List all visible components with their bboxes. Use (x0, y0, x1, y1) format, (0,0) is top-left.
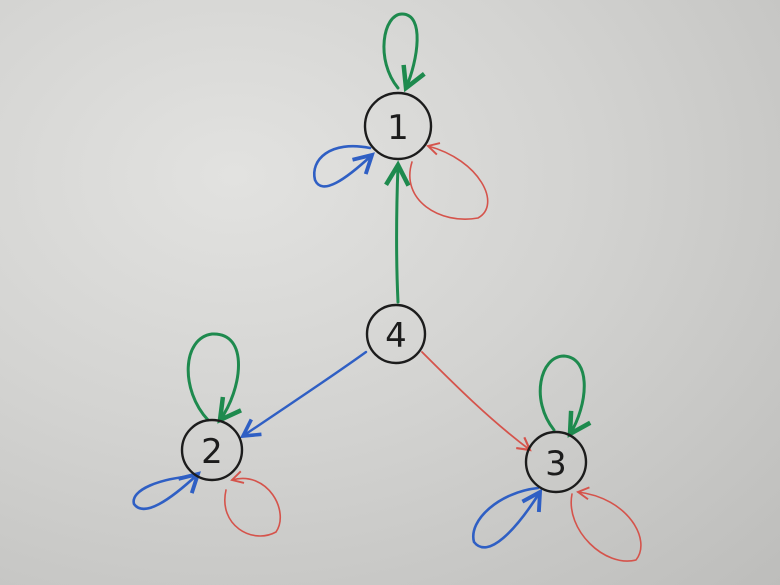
node-1-label: 1 (387, 108, 409, 148)
node-3-label: 3 (545, 444, 567, 484)
node-4: 4 (365, 303, 427, 365)
node-4-label: 4 (385, 316, 407, 356)
self-loop-1-green (382, 12, 417, 88)
edge-4-to-1-green (397, 165, 399, 304)
node-2-label: 2 (201, 432, 223, 472)
node-2: 2 (180, 418, 244, 482)
self-loop-2-red (224, 470, 281, 537)
self-loop-2-green (186, 332, 238, 420)
self-loop-2-blue (132, 474, 198, 511)
self-loop-3-blue (471, 486, 540, 549)
self-loop-3-red (570, 486, 642, 562)
edge-4-to-2-blue (243, 350, 368, 436)
self-loop-1-red (409, 142, 489, 220)
node-3: 3 (524, 430, 588, 494)
node-4-circle (365, 303, 427, 365)
self-loop-1-blue (312, 145, 372, 188)
node-3-circle (524, 430, 588, 494)
node-1: 1 (363, 91, 433, 161)
self-loop-3-green (538, 354, 584, 434)
node-1-circle (363, 91, 433, 161)
node-2-circle (180, 418, 244, 482)
edge-4-to-3-red (421, 351, 532, 452)
